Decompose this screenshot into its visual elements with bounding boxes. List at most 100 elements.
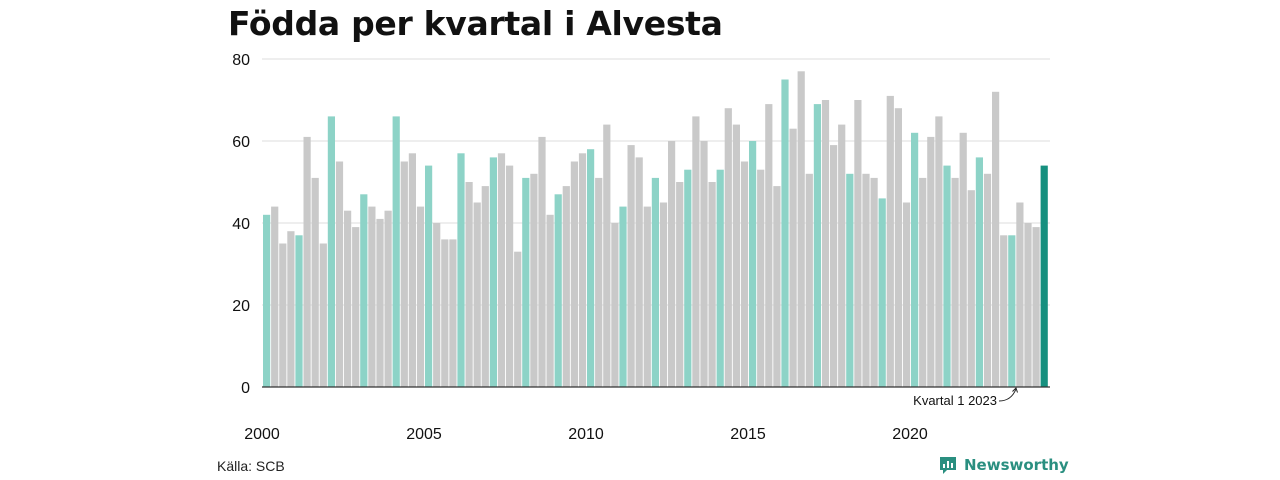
bar — [1040, 165, 1048, 387]
bar — [902, 202, 911, 387]
bar — [627, 145, 635, 387]
bar — [732, 124, 740, 387]
bar — [830, 145, 838, 387]
bar — [846, 173, 854, 387]
bar — [562, 186, 570, 387]
bar — [506, 165, 514, 387]
annotation-arrow — [998, 388, 1017, 402]
bar — [886, 95, 894, 388]
annotation-label: Kvartal 1 2023 — [913, 393, 997, 408]
bar — [279, 243, 287, 387]
bar — [838, 124, 846, 387]
bar — [781, 79, 789, 387]
bar — [967, 190, 975, 387]
bar — [538, 136, 546, 387]
bar — [765, 104, 773, 387]
bar — [692, 116, 700, 388]
bar — [595, 177, 603, 387]
bar — [813, 104, 821, 387]
y-tick-label: 60 — [232, 134, 250, 151]
bar — [392, 116, 400, 388]
x-tick-label: 2000 — [244, 426, 280, 443]
bar — [441, 239, 449, 387]
bar — [1024, 223, 1032, 387]
bar — [1000, 235, 1008, 387]
bar — [635, 157, 643, 387]
bar — [959, 132, 967, 387]
bar — [651, 177, 659, 387]
bar — [619, 206, 627, 387]
bar — [643, 206, 651, 387]
bar — [975, 157, 983, 387]
bar — [433, 223, 441, 387]
x-tick-label: 2020 — [892, 426, 928, 443]
bar — [805, 173, 813, 387]
bar — [1016, 202, 1024, 387]
bar — [449, 239, 457, 387]
annotation-arrowhead — [1012, 387, 1018, 393]
bar — [271, 206, 279, 387]
y-tick-label: 40 — [232, 216, 250, 233]
bar — [821, 100, 830, 387]
bar — [514, 251, 522, 387]
bar — [773, 186, 781, 387]
bar — [603, 124, 611, 387]
bar — [578, 153, 587, 387]
brand-logo: Newsworthy — [938, 455, 1069, 475]
bar — [327, 116, 335, 388]
bar — [368, 206, 376, 387]
bar — [992, 91, 1000, 388]
bar — [489, 157, 497, 387]
bar — [457, 153, 465, 387]
bar — [684, 169, 692, 387]
bar — [951, 177, 959, 387]
bar — [376, 218, 384, 387]
bar — [319, 243, 327, 387]
bar — [311, 177, 319, 387]
y-tick-label: 20 — [232, 298, 250, 315]
bar — [530, 173, 538, 387]
bar — [352, 227, 360, 387]
bar — [870, 177, 878, 387]
bar — [797, 71, 805, 388]
bar — [481, 186, 489, 387]
bar — [570, 161, 578, 387]
bar — [983, 173, 992, 387]
bar — [894, 108, 902, 387]
bar — [1008, 235, 1016, 387]
bar — [700, 141, 708, 387]
y-tick-label: 0 — [241, 380, 250, 397]
bar — [408, 153, 416, 387]
bar — [911, 132, 919, 387]
brand-name: Newsworthy — [964, 456, 1069, 474]
y-axis-ticks: 0 20 40 60 80 — [232, 52, 250, 397]
bar — [473, 202, 481, 387]
x-tick-label: 2010 — [568, 426, 604, 443]
bar — [716, 169, 724, 387]
bar — [749, 141, 757, 387]
bar — [659, 202, 668, 387]
bar — [862, 173, 870, 387]
x-tick-label: 2005 — [406, 426, 442, 443]
bar — [724, 108, 732, 387]
chart-bars-logo-icon — [940, 457, 956, 474]
bar — [676, 182, 684, 387]
bar — [400, 161, 408, 387]
bar — [789, 128, 797, 387]
bar — [919, 177, 927, 387]
bar — [344, 210, 352, 387]
bar — [878, 198, 886, 387]
bar — [263, 214, 271, 387]
bar — [854, 100, 862, 387]
annotation: Kvartal 1 2023 — [913, 387, 1018, 408]
bar — [927, 136, 935, 387]
x-axis-ticks: 2000 2005 2010 2015 2020 — [244, 426, 928, 443]
bar — [554, 194, 562, 387]
bar — [757, 169, 765, 387]
bars — [263, 71, 1048, 388]
bar — [587, 149, 595, 387]
bar — [611, 223, 619, 387]
bar — [295, 235, 303, 387]
bar — [465, 182, 473, 387]
